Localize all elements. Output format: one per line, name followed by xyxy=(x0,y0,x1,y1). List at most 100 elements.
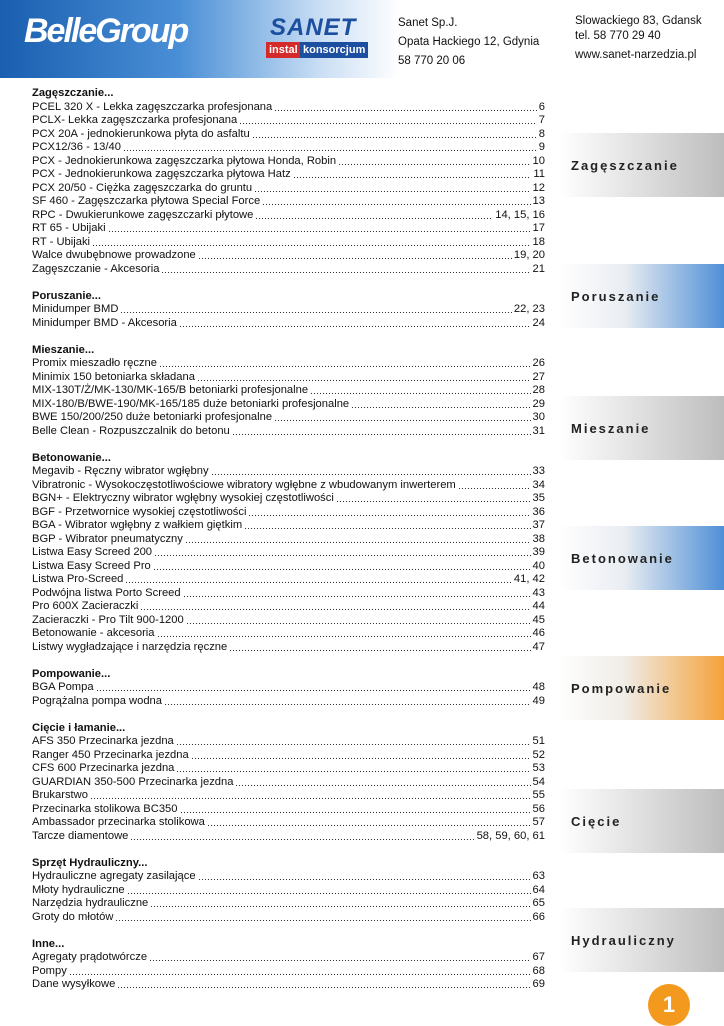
toc-section: Pompowanie... BGA Pompa 48 Pogrążalna pompa… xyxy=(32,668,545,709)
section-tab[interactable]: Mieszanie xyxy=(558,396,724,460)
toc-entry[interactable]: PCX 20A - jednokierunkowa płyta do asfal… xyxy=(32,127,545,142)
dot-leader xyxy=(197,870,531,880)
entry-page: 19, 20 xyxy=(513,249,545,261)
section-tab[interactable]: Cięcie xyxy=(558,789,724,853)
entry-page: 28 xyxy=(532,384,545,396)
section-tab[interactable]: Betonowanie xyxy=(558,526,724,590)
toc-entry[interactable]: BGN+ - Elektryczny wibrator wgłębny wyso… xyxy=(32,492,545,506)
toc-entry[interactable]: Walce dwubębnowe prowadzone 19, 20 xyxy=(32,249,545,263)
toc-entry[interactable]: Zagęszczanie - Akcesoria 21 xyxy=(32,262,545,277)
toc-section: Cięcie i łamanie... AFS 350 Przecinarka j… xyxy=(32,722,545,844)
toc-entry[interactable]: Pogrążalna pompa wodna 49 xyxy=(32,694,545,709)
entry-page: 7 xyxy=(538,114,545,126)
toc-entry[interactable]: Promix mieszadło ręczne 26 xyxy=(32,357,545,371)
toc-entry[interactable]: Vibratronic - Wysokoczęstotliwościowe wi… xyxy=(32,478,545,493)
toc-entry[interactable]: AFS 350 Przecinarka jezdna 51 xyxy=(32,735,545,749)
toc-entry[interactable]: Brukarstwo 55 xyxy=(32,789,545,803)
entry-name: BGA Pompa xyxy=(32,681,94,693)
toc-entry[interactable]: Groty do młotów 66 xyxy=(32,910,545,925)
section-tab[interactable]: Zagęszczanie xyxy=(558,133,724,197)
toc-entry[interactable]: Listwa Easy Screed Pro 40 xyxy=(32,559,545,574)
toc-entry[interactable]: PCX12/36 - 13/40 9 xyxy=(32,141,545,155)
toc-entry[interactable]: Tarcze diamentowe 58, 59, 60, 61 xyxy=(32,829,545,844)
toc-entry[interactable]: Agregaty prądotwórcze 67 xyxy=(32,951,545,965)
dot-leader xyxy=(120,303,512,313)
toc-entry[interactable]: Betonowanie - akcesoria 46 xyxy=(32,627,545,641)
entry-page: 6 xyxy=(538,100,545,113)
toc-entry[interactable]: Przecinarka stolikowa BC350 56 xyxy=(32,802,545,817)
toc-entry[interactable]: Dane wysyłkowe 69 xyxy=(32,978,545,992)
entry-name: BGP - Wibrator pneumatyczny xyxy=(32,532,183,545)
entry-name: MIX-130T/Ż/MK-130/MK-165/B betoniarki pr… xyxy=(32,384,309,396)
dot-leader xyxy=(210,465,531,475)
entry-page: 68 xyxy=(532,964,545,977)
toc-entry[interactable]: BGP - Wibrator pneumatyczny 38 xyxy=(32,532,545,547)
dot-leader xyxy=(149,951,531,961)
toc-entry[interactable]: CFS 600 Przecinarka jezdna 53 xyxy=(32,762,545,776)
toc-entry[interactable]: Narzędzia hydrauliczne 65 xyxy=(32,897,545,911)
entry-name: MIX-180/B/BWE-190/MK-165/185 duże betoni… xyxy=(32,397,350,410)
sanet-sub: instal xyxy=(266,42,301,58)
section-title: Cięcie i łamanie... xyxy=(32,721,126,734)
dot-leader xyxy=(255,208,494,219)
toc-entry[interactable]: PCLX- Lekka zagęszczarka profesjonana 7 xyxy=(32,114,545,128)
entry-name: Zagęszczanie - Akcesoria xyxy=(32,262,160,275)
dot-leader xyxy=(310,384,531,394)
toc-entry[interactable]: Podwójna listwa Porto Screed 43 xyxy=(32,586,545,601)
entry-page: 66 xyxy=(532,910,545,923)
toc-entry[interactable]: BGA - Wibrator wgłębny z wałkiem giętkim… xyxy=(32,519,545,533)
dot-leader xyxy=(292,168,532,178)
entry-page: 44 xyxy=(532,600,545,612)
section-title: Mieszanie... xyxy=(32,343,95,356)
toc-entry[interactable]: PCX - Jednokierunkowa zagęszczarka płyto… xyxy=(32,168,545,182)
toc-entry[interactable]: Hydrauliczne agregaty zasilające 63 xyxy=(32,870,545,884)
entry-name: Dane wysyłkowe xyxy=(32,978,116,990)
toc-entry[interactable]: Minidumper BMD - Akcesoria 24 xyxy=(32,316,545,331)
toc-entry[interactable]: Belle Clean - Rozpuszczalnik do betonu 31 xyxy=(32,424,545,439)
toc-entry[interactable]: Zacieraczki - Pro Tilt 900-1200 45 xyxy=(32,613,545,628)
entry-name: Listwa Easy Screed 200 xyxy=(32,546,153,558)
toc-entry[interactable]: Ambassador przecinarka stolikowa 57 xyxy=(32,816,545,830)
toc-entry[interactable]: Listwa Pro-Screed 41, 42 xyxy=(32,573,545,587)
toc-entry[interactable]: PCEL 320 X - Lekka zagęszczarka profesjo… xyxy=(32,100,545,115)
toc-entry[interactable]: GUARDIAN 350-500 Przecinarka jezdna 54 xyxy=(32,775,545,790)
toc-entry[interactable]: RT - Ubijaki 18 xyxy=(32,235,545,250)
toc-entry[interactable]: BWE 150/200/250 duże betoniarki profesjo… xyxy=(32,411,545,425)
toc-entry[interactable]: Megavib - Ręczny wibrator wgłębny 33 xyxy=(32,465,545,479)
toc-entry[interactable]: MIX-180/B/BWE-190/MK-165/185 duże betoni… xyxy=(32,397,545,412)
toc-entry[interactable]: Minidumper BMD 22, 23 xyxy=(32,303,545,317)
toc-entry[interactable]: RPC - Dwukierunkowe zagęszczarki płytowe… xyxy=(32,208,545,223)
section-tab[interactable]: Pompowanie xyxy=(558,656,724,720)
entry-page: 35 xyxy=(532,492,545,504)
dot-leader xyxy=(251,127,537,138)
dot-leader xyxy=(457,478,531,489)
toc-section: Inne... Agregaty prądotwórcze 67 Pompy 68 Dan… xyxy=(32,938,545,992)
entry-page: 58, 59, 60, 61 xyxy=(476,829,545,842)
company-info: Sanet Sp.J. Opata Hackiego 12, Gdynia 58… xyxy=(398,14,539,71)
toc-entry[interactable]: PCX - Jednokierunkowa zagęszczarka płyto… xyxy=(32,154,545,169)
dot-leader xyxy=(206,816,531,826)
toc-entry[interactable]: Ranger 450 Przecinarka jezdna 52 xyxy=(32,748,545,763)
section-tab[interactable]: Hydrauliczny xyxy=(558,908,724,972)
toc-entry[interactable]: Listwa Easy Screed 200 39 xyxy=(32,546,545,560)
dot-leader xyxy=(196,370,531,381)
section-tab[interactable]: Poruszanie xyxy=(558,264,724,328)
toc-entry[interactable]: Minimix 150 betoniarka składana 27 xyxy=(32,370,545,385)
toc-entry[interactable]: Pompy 68 xyxy=(32,964,545,979)
toc-entry[interactable]: PCX 20/50 - Ciężka zagęszczarka do grunt… xyxy=(32,181,545,196)
toc-entry[interactable]: Listwy wygładzające i narzędzia ręczne 47 xyxy=(32,640,545,655)
toc-entry[interactable]: RT 65 - Ubijaki 17 xyxy=(32,222,545,236)
toc-entry[interactable]: Młoty hydrauliczne 64 xyxy=(32,883,545,898)
toc-entry[interactable]: BGA Pompa 48 xyxy=(32,681,545,695)
entry-name: Pompy xyxy=(32,964,67,977)
toc-entry[interactable]: BGF - Przetwornice wysokiej częstotliwoś… xyxy=(32,505,545,520)
dot-leader xyxy=(185,613,531,624)
entry-page: 47 xyxy=(532,640,545,653)
entry-page: 13 xyxy=(532,195,545,207)
toc-entry[interactable]: Pro 600X Zacieraczki 44 xyxy=(32,600,545,614)
entry-page: 24 xyxy=(532,316,545,329)
contact-info: Slowackiego 83, Gdansk tel. 58 770 29 40… xyxy=(575,14,702,63)
toc-entry[interactable]: SF 460 - Zagęszczarka płytowa Special Fo… xyxy=(32,195,545,209)
toc-entry[interactable]: MIX-130T/Ż/MK-130/MK-165/B betoniarki pr… xyxy=(32,384,545,398)
